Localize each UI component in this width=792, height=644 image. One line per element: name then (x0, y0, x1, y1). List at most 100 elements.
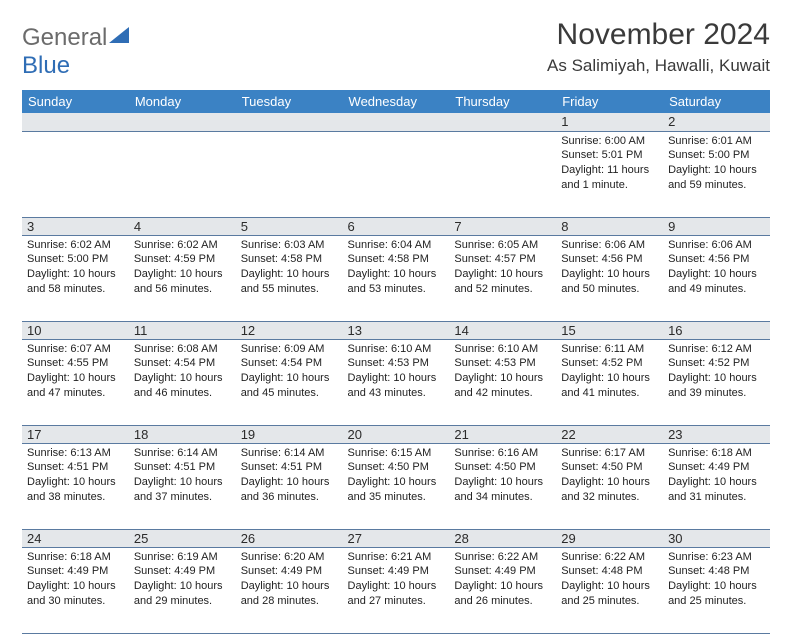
sunset-text: Sunset: 4:48 PM (668, 564, 766, 579)
column-header: Sunday (22, 90, 129, 113)
day-number: 1 (556, 113, 663, 130)
sunrise-text: Sunrise: 6:16 AM (454, 446, 552, 461)
daylight-text: Daylight: 10 hours and 59 minutes. (668, 163, 766, 193)
day-number: 17 (22, 426, 129, 443)
day-number: 18 (129, 426, 236, 443)
sunset-text: Sunset: 4:56 PM (668, 252, 766, 267)
sunrise-text: Sunrise: 6:18 AM (27, 550, 125, 565)
daylight-text: Daylight: 10 hours and 52 minutes. (454, 267, 552, 297)
week-row: Sunrise: 6:18 AMSunset: 4:49 PM Daylight:… (22, 547, 770, 633)
day-cell: Sunrise: 6:02 AMSunset: 5:00 PMDaylight:… (22, 235, 129, 321)
daynum-cell: 21 (449, 425, 556, 443)
day-cell: Sunrise: 6:02 AMSunset: 4:59 PMDaylight:… (129, 235, 236, 321)
day-cell: Sunrise: 6:14 AMSunset: 4:51 PMDaylight:… (236, 443, 343, 529)
day-cell: Sunrise: 6:14 AMSunset: 4:51 PMDaylight:… (129, 443, 236, 529)
day-cell: Sunrise: 6:01 AMSunset: 5:00 PMDaylight:… (663, 131, 770, 217)
sunrise-text: Sunrise: 6:15 AM (348, 446, 446, 461)
day-details: Sunrise: 6:00 AMSunset: 5:01 PMDaylight:… (556, 132, 663, 195)
day-cell (449, 131, 556, 217)
day-number: 19 (236, 426, 343, 443)
calendar-table: SundayMondayTuesdayWednesdayThursdayFrid… (22, 90, 770, 634)
day-details: Sunrise: 6:04 AMSunset: 4:58 PMDaylight:… (343, 236, 450, 299)
daynum-cell: 29 (556, 529, 663, 547)
day-number: 25 (129, 530, 236, 547)
column-header: Friday (556, 90, 663, 113)
daynum-cell: 22 (556, 425, 663, 443)
sunset-text: Sunset: 4:53 PM (348, 356, 446, 371)
location-text: As Salimiyah, Hawalli, Kuwait (547, 56, 770, 76)
day-details: Sunrise: 6:11 AMSunset: 4:52 PMDaylight:… (556, 340, 663, 403)
day-details: Sunrise: 6:19 AMSunset: 4:49 PMDaylight:… (129, 548, 236, 611)
sunrise-text: Sunrise: 6:11 AM (561, 342, 659, 357)
daynum-cell: 20 (343, 425, 450, 443)
sunset-text: Sunset: 4:51 PM (241, 460, 339, 475)
day-cell: Sunrise: 6:17 AMSunset: 4:50 PMDaylight:… (556, 443, 663, 529)
daynum-cell: 24 (22, 529, 129, 547)
daynum-cell (343, 113, 450, 131)
sunrise-text: Sunrise: 6:18 AM (668, 446, 766, 461)
day-details: Sunrise: 6:07 AMSunset: 4:55 PMDaylight:… (22, 340, 129, 403)
daylight-text: Daylight: 10 hours and 43 minutes. (348, 371, 446, 401)
day-cell (129, 131, 236, 217)
daynum-cell: 13 (343, 321, 450, 339)
day-cell (343, 131, 450, 217)
day-details: Sunrise: 6:14 AMSunset: 4:51 PMDaylight:… (236, 444, 343, 507)
sunrise-text: Sunrise: 6:02 AM (134, 238, 232, 253)
daylight-text: Daylight: 10 hours and 56 minutes. (134, 267, 232, 297)
daynum-cell: 1 (556, 113, 663, 131)
day-cell: Sunrise: 6:07 AMSunset: 4:55 PMDaylight:… (22, 339, 129, 425)
day-cell: Sunrise: 6:16 AMSunset: 4:50 PMDaylight:… (449, 443, 556, 529)
day-cell: Sunrise: 6:03 AMSunset: 4:58 PMDaylight:… (236, 235, 343, 321)
daylight-text: Daylight: 10 hours and 55 minutes. (241, 267, 339, 297)
day-number: 13 (343, 322, 450, 339)
day-details: Sunrise: 6:18 AMSunset: 4:49 PMDaylight:… (22, 548, 129, 611)
sunrise-text: Sunrise: 6:01 AM (668, 134, 766, 149)
sunrise-text: Sunrise: 6:00 AM (561, 134, 659, 149)
sunset-text: Sunset: 5:01 PM (561, 148, 659, 163)
day-cell: Sunrise: 6:09 AMSunset: 4:54 PMDaylight:… (236, 339, 343, 425)
daynum-cell: 11 (129, 321, 236, 339)
day-number: 2 (663, 113, 770, 130)
calendar-page: General Blue November 2024 As Salimiyah,… (0, 0, 792, 644)
daylight-text: Daylight: 10 hours and 34 minutes. (454, 475, 552, 505)
sunset-text: Sunset: 4:58 PM (241, 252, 339, 267)
day-cell: Sunrise: 6:22 AMSunset: 4:49 PMDaylight:… (449, 547, 556, 633)
daylight-text: Daylight: 10 hours and 31 minutes. (668, 475, 766, 505)
day-details: Sunrise: 6:06 AMSunset: 4:56 PMDaylight:… (556, 236, 663, 299)
sunrise-text: Sunrise: 6:09 AM (241, 342, 339, 357)
sunset-text: Sunset: 4:49 PM (27, 564, 125, 579)
daylight-text: Daylight: 10 hours and 46 minutes. (134, 371, 232, 401)
day-details: Sunrise: 6:08 AMSunset: 4:54 PMDaylight:… (129, 340, 236, 403)
column-header: Wednesday (343, 90, 450, 113)
sunrise-text: Sunrise: 6:06 AM (668, 238, 766, 253)
sunrise-text: Sunrise: 6:07 AM (27, 342, 125, 357)
day-cell: Sunrise: 6:12 AMSunset: 4:52 PMDaylight:… (663, 339, 770, 425)
day-cell: Sunrise: 6:06 AMSunset: 4:56 PMDaylight:… (663, 235, 770, 321)
day-cell (22, 131, 129, 217)
day-cell: Sunrise: 6:00 AMSunset: 5:01 PMDaylight:… (556, 131, 663, 217)
daynum-row: 3456789 (22, 217, 770, 235)
sunset-text: Sunset: 4:56 PM (561, 252, 659, 267)
day-number: 11 (129, 322, 236, 339)
sunrise-text: Sunrise: 6:02 AM (27, 238, 125, 253)
daynum-cell: 17 (22, 425, 129, 443)
daynum-row: 24252627282930 (22, 529, 770, 547)
daynum-cell: 28 (449, 529, 556, 547)
day-cell: Sunrise: 6:10 AMSunset: 4:53 PMDaylight:… (343, 339, 450, 425)
week-row: Sunrise: 6:07 AMSunset: 4:55 PM Daylight:… (22, 339, 770, 425)
sunset-text: Sunset: 4:55 PM (27, 356, 125, 371)
daynum-cell (236, 113, 343, 131)
sunset-text: Sunset: 4:52 PM (561, 356, 659, 371)
day-number: 23 (663, 426, 770, 443)
daynum-cell: 4 (129, 217, 236, 235)
day-details: Sunrise: 6:02 AMSunset: 5:00 PMDaylight:… (22, 236, 129, 299)
daylight-text: Daylight: 10 hours and 49 minutes. (668, 267, 766, 297)
day-number: 15 (556, 322, 663, 339)
daynum-cell: 8 (556, 217, 663, 235)
daylight-text: Daylight: 10 hours and 36 minutes. (241, 475, 339, 505)
daylight-text: Daylight: 10 hours and 53 minutes. (348, 267, 446, 297)
day-cell: Sunrise: 6:18 AMSunset: 4:49 PMDaylight:… (22, 547, 129, 633)
daylight-text: Daylight: 10 hours and 29 minutes. (134, 579, 232, 609)
day-details: Sunrise: 6:06 AMSunset: 4:56 PMDaylight:… (663, 236, 770, 299)
daynum-row: 12 (22, 113, 770, 131)
